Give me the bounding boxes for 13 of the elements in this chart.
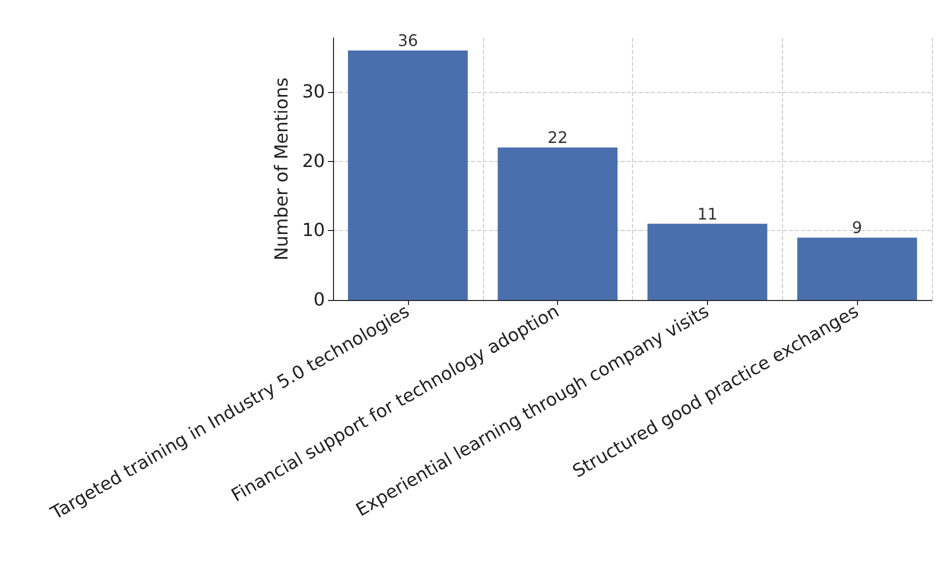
data-label: 9 — [852, 218, 862, 238]
bar — [647, 224, 768, 300]
data-label: 11 — [697, 204, 718, 224]
y-tick-label: 10 — [302, 220, 325, 242]
y-tick-label: 20 — [302, 150, 325, 172]
bar — [348, 50, 468, 300]
y-tick-label: 30 — [302, 82, 325, 103]
y-axis-title: Number of Mentions — [272, 78, 293, 260]
bar — [498, 148, 618, 300]
y-tick-label: 0 — [314, 290, 325, 310]
data-label: 22 — [547, 128, 568, 148]
bar — [797, 238, 918, 300]
data-label: 36 — [398, 30, 418, 50]
